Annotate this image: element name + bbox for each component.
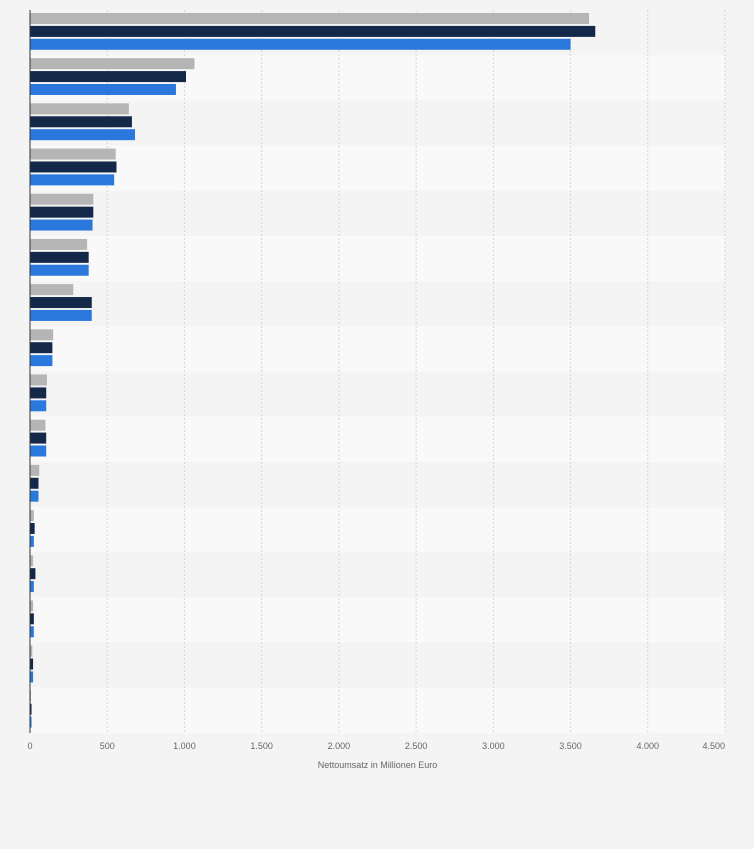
row-band-8	[30, 326, 725, 372]
bar-12-series-3	[30, 535, 34, 547]
row-band-7	[30, 281, 725, 327]
bar-15-series-3	[30, 671, 34, 683]
bar-11-series-2	[30, 477, 39, 489]
row-band-15	[30, 642, 725, 688]
bar-4-series-1	[30, 148, 116, 160]
bar-1-series-3	[30, 38, 571, 50]
row-band-14	[30, 597, 725, 643]
row-band-11	[30, 461, 725, 508]
bar-1-series-1	[30, 13, 590, 24]
bar-1-series-2	[30, 25, 596, 37]
row-band-10	[30, 416, 725, 462]
x-tick-label-3500: 3.500	[559, 741, 582, 751]
bar-16-series-3	[30, 716, 32, 728]
bar-10-series-2	[30, 432, 47, 444]
bar-8-series-3	[30, 355, 53, 367]
x-tick-label-2500: 2.500	[405, 741, 428, 751]
bar-10-series-3	[30, 445, 47, 457]
bar-13-series-3	[30, 581, 34, 593]
bar-3-series-3	[30, 129, 136, 141]
bar-9-series-1	[30, 374, 47, 386]
bar-9-series-3	[30, 400, 47, 412]
bar-8-series-1	[30, 329, 54, 341]
bar-3-series-2	[30, 116, 132, 128]
bar-4-series-2	[30, 161, 117, 173]
bar-7-series-1	[30, 284, 74, 296]
row-band-6	[30, 235, 725, 282]
bar-13-series-1	[30, 555, 34, 567]
bar-2-series-2	[30, 71, 186, 83]
x-tick-label-1000: 1.000	[173, 741, 196, 751]
x-tick-label-0: 0	[27, 741, 32, 751]
x-tick-label-500: 500	[100, 741, 115, 751]
bar-4-series-3	[30, 174, 115, 186]
bar-5-series-3	[30, 219, 93, 231]
row-band-9	[30, 371, 725, 417]
bar-11-series-3	[30, 490, 39, 502]
grid-lines	[106, 10, 726, 733]
row-band-5	[30, 190, 725, 236]
bar-10-series-1	[30, 419, 46, 431]
bar-2-series-3	[30, 83, 176, 95]
bar-3-series-1	[30, 103, 129, 115]
bar-7-series-3	[30, 309, 92, 321]
bar-5-series-1	[30, 193, 94, 205]
bar-13-series-2	[30, 568, 36, 580]
bar-6-series-1	[30, 238, 88, 250]
row-bands	[30, 10, 725, 733]
bar-15-series-2	[30, 658, 34, 670]
bar-15-series-1	[30, 645, 33, 657]
bar-16-series-2	[30, 703, 32, 715]
row-band-13	[30, 552, 725, 598]
row-band-16	[30, 687, 725, 733]
x-tick-label-1500: 1.500	[250, 741, 273, 751]
row-band-12	[30, 507, 725, 553]
bar-7-series-2	[30, 297, 92, 309]
row-band-3	[30, 100, 725, 146]
bar-14-series-3	[30, 626, 34, 638]
bar-14-series-2	[30, 613, 34, 625]
x-tick-labels: 0 500 1.000 1.500 2.000 2.500 3.000 3.500 4.000 4…	[27, 741, 725, 751]
bar-14-series-1	[30, 600, 34, 612]
x-tick-label-2000: 2.000	[328, 741, 351, 751]
bar-6-series-2	[30, 251, 89, 263]
bar-12-series-2	[30, 522, 35, 534]
bar-5-series-2	[30, 206, 94, 218]
bar-11-series-1	[30, 464, 40, 476]
bar-2-series-1	[30, 58, 195, 70]
x-axis-title: Nettoumsatz in Millionen Euro	[318, 760, 438, 770]
bars	[30, 13, 596, 728]
row-band-4	[30, 145, 725, 191]
bar-12-series-1	[30, 510, 34, 522]
x-tick-label-4000: 4.000	[637, 741, 660, 751]
x-tick-label-4500: 4.500	[702, 741, 725, 751]
bar-8-series-2	[30, 342, 53, 354]
bar-9-series-2	[30, 387, 47, 399]
bar-6-series-3	[30, 264, 89, 276]
x-tick-label-3000: 3.000	[482, 741, 505, 751]
